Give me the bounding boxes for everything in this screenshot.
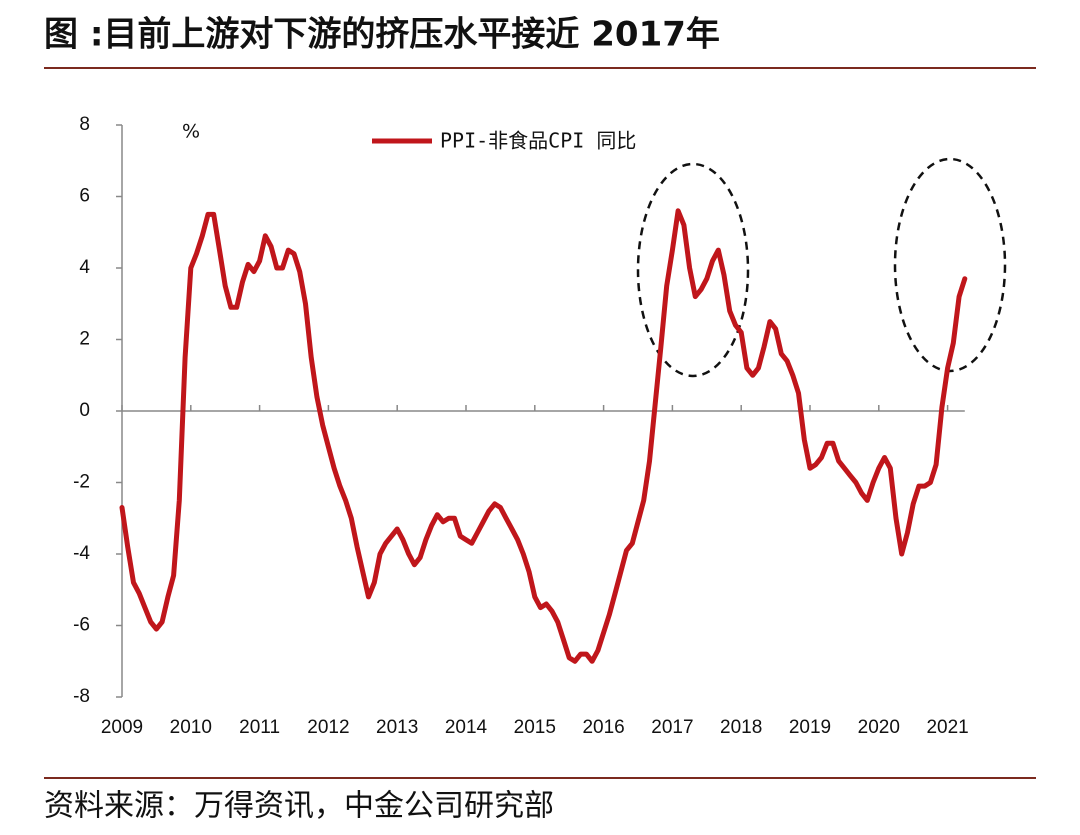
y-tick-label: 4 (79, 257, 90, 278)
y-tick-label: 6 (79, 186, 90, 207)
legend-label: PPI-非食品CPI 同比 (440, 129, 636, 153)
y-tick-label: 0 (79, 400, 90, 421)
y-axis-label: % (182, 121, 200, 143)
y-tick-label: 8 (79, 114, 90, 135)
x-tick-label: 2014 (445, 717, 488, 738)
highlight-ellipse (636, 162, 750, 378)
y-tick-label: -8 (73, 686, 90, 707)
x-tick-label: 2018 (720, 717, 762, 738)
x-tick-label: 2019 (789, 717, 831, 738)
x-tick-label: 2020 (858, 717, 900, 738)
x-tick-label: 2015 (514, 717, 556, 738)
y-tick-label: -2 (73, 472, 90, 493)
x-tick-label: 2012 (307, 717, 349, 738)
x-tick-label: 2011 (239, 717, 280, 738)
x-tick-label: 2017 (651, 717, 693, 738)
y-tick-label: 2 (79, 329, 90, 350)
chart-title: 图 :目前上游对下游的挤压水平接近 2017年 (44, 15, 720, 55)
data-line (119, 208, 968, 664)
source-note: 资料来源：万得资讯，中金公司研究部 (44, 789, 554, 824)
y-tick-label: -4 (73, 543, 90, 564)
x-tick-label: 2021 (926, 717, 968, 738)
highlight-ellipse (893, 157, 1007, 373)
y-tick-label: -6 (73, 615, 90, 636)
x-tick-label: 2013 (376, 717, 418, 738)
x-tick-label: 2009 (101, 717, 143, 738)
x-tick-label: 2010 (170, 717, 212, 738)
x-tick-label: 2016 (582, 717, 624, 738)
